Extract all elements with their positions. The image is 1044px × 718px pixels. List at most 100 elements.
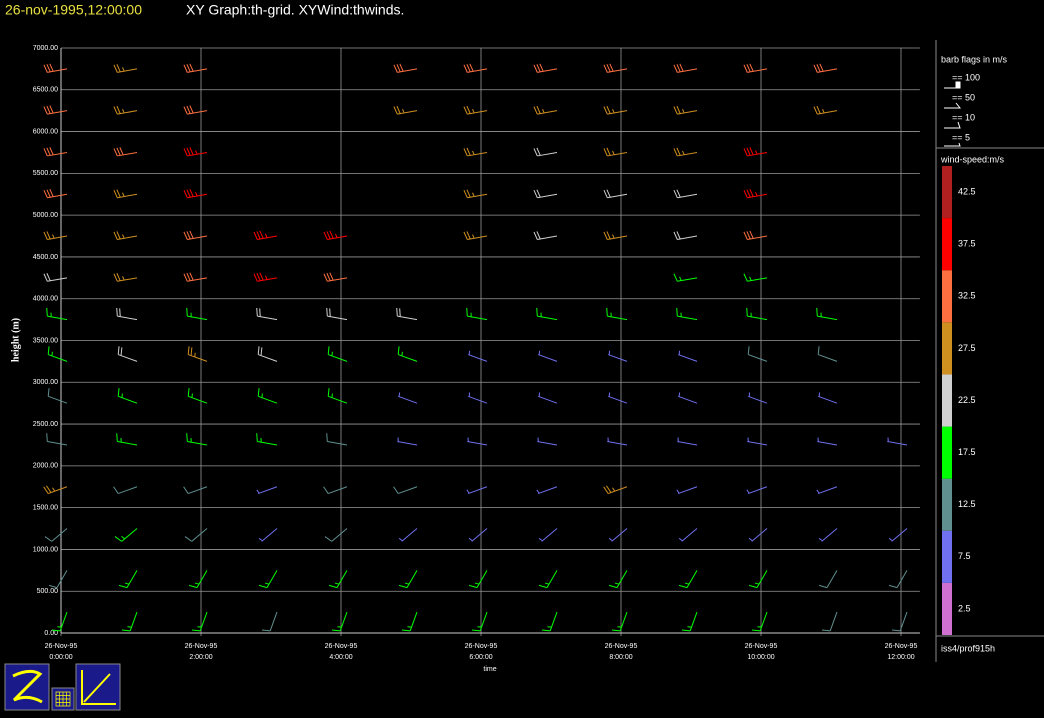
wind-barb — [113, 189, 138, 199]
x-tick-date: 26-Nov-95 — [45, 643, 78, 650]
wind-barb — [538, 528, 558, 542]
colorbar-swatch — [942, 582, 952, 635]
wind-barb — [468, 392, 488, 404]
wind-barb — [541, 611, 558, 632]
colorbar-swatch — [942, 166, 952, 219]
wind-barb — [327, 346, 348, 362]
x-tick-label: 4:00:00 — [329, 654, 352, 661]
wind-barb — [677, 437, 698, 446]
wind-barb — [603, 147, 628, 157]
wind-barb — [183, 105, 208, 115]
wind-barb — [466, 486, 488, 495]
wind-barb — [114, 528, 138, 542]
wind-barb — [43, 63, 68, 73]
title: XY Graph:th-grid. XYWind:thwinds. — [186, 2, 404, 18]
wind-barb — [607, 437, 628, 446]
y-tick-label: 1500.00 — [33, 504, 58, 511]
wind-barb — [818, 528, 838, 542]
wind-barb — [118, 570, 138, 589]
wind-barb — [326, 307, 348, 321]
wind-barb — [113, 105, 138, 115]
barb-legend-label: == 100 — [952, 72, 980, 82]
wind-barb — [678, 392, 698, 404]
wind-barb — [116, 307, 138, 321]
wind-barb — [43, 231, 68, 241]
wind-barb — [326, 433, 348, 446]
colorbar-label: 12.5 — [958, 499, 976, 509]
wind-barb — [463, 189, 488, 199]
wind-barb — [463, 231, 488, 241]
wind-barb — [46, 433, 68, 446]
wind-barb — [817, 437, 838, 446]
wind-barb — [533, 147, 558, 157]
wind-barb — [116, 433, 138, 446]
wind-barb — [608, 570, 628, 589]
wind-barb — [397, 346, 418, 362]
colorbar-swatch — [942, 478, 952, 531]
colorbar-swatch — [942, 218, 952, 271]
x-tick-label: 6:00:00 — [469, 654, 492, 661]
wind-barb — [113, 231, 138, 241]
wind-barb — [183, 486, 208, 495]
wind-barb — [673, 273, 698, 282]
wind-barb — [746, 486, 768, 495]
wind-barb — [43, 147, 68, 157]
wind-barb — [748, 528, 768, 542]
colorbar-label: 7.5 — [958, 551, 971, 561]
x-tick-date: 26-Nov-95 — [745, 643, 778, 650]
wind-barb — [887, 437, 908, 446]
source-label: iss4/prof915h — [941, 643, 995, 653]
wind-barb — [113, 64, 138, 73]
wind-barb — [113, 486, 138, 495]
wind-barb — [816, 307, 838, 321]
wind-barb — [536, 486, 558, 495]
x-tick-date: 26-Nov-95 — [185, 643, 218, 650]
wind-barb — [466, 307, 488, 321]
wind-barb — [533, 189, 558, 199]
colorbar-label: 2.5 — [958, 603, 971, 613]
wind-barb — [398, 570, 418, 589]
wind-barb — [821, 611, 838, 632]
wind-barb — [44, 528, 68, 542]
wind-barb — [468, 350, 488, 362]
wind-barb — [183, 188, 208, 199]
y-tick-label: 7000.00 — [33, 45, 58, 52]
wind-barb — [468, 528, 488, 542]
wind-barb — [748, 392, 768, 404]
wind-barb — [673, 105, 698, 115]
wind-barb — [113, 273, 138, 282]
wind-barb — [748, 570, 768, 589]
wind-barb — [743, 273, 768, 282]
wind-barb — [611, 611, 628, 632]
title-time: 26-nov-1995,12:00:00 — [5, 2, 142, 18]
x-tick-label: 10:00:00 — [747, 654, 774, 661]
wind-barb — [676, 307, 698, 321]
y-tick-label: 4500.00 — [33, 254, 58, 261]
wind-barb — [751, 611, 768, 632]
x-tick-label: 8:00:00 — [609, 654, 632, 661]
wind-barb — [536, 307, 558, 321]
wind-barb — [323, 272, 348, 282]
toolbar — [4, 663, 121, 711]
wind-barb — [261, 611, 278, 632]
wind-barb — [393, 486, 418, 495]
wind-barb — [678, 570, 698, 589]
wind-barb — [537, 437, 558, 446]
wind-barb — [888, 528, 908, 542]
wind-barb — [891, 611, 908, 632]
wind-barb — [603, 231, 628, 241]
wind-barb — [121, 611, 138, 632]
colorbar-label: 22.5 — [958, 395, 976, 405]
x-tick-date: 26-Nov-95 — [885, 643, 918, 650]
wind-barb — [813, 105, 838, 115]
wind-barb — [463, 105, 488, 115]
wind-barb — [117, 346, 138, 362]
x-tick-date: 26-Nov-95 — [605, 643, 638, 650]
colorbar-label: 17.5 — [958, 447, 976, 457]
y-tick-label: 1000.00 — [33, 546, 58, 553]
wind-barb — [743, 188, 768, 199]
wind-barb — [331, 611, 348, 632]
y-tick-label: 500.00 — [37, 588, 59, 595]
colorbar-swatch — [942, 270, 952, 323]
wind-barb — [258, 570, 278, 589]
